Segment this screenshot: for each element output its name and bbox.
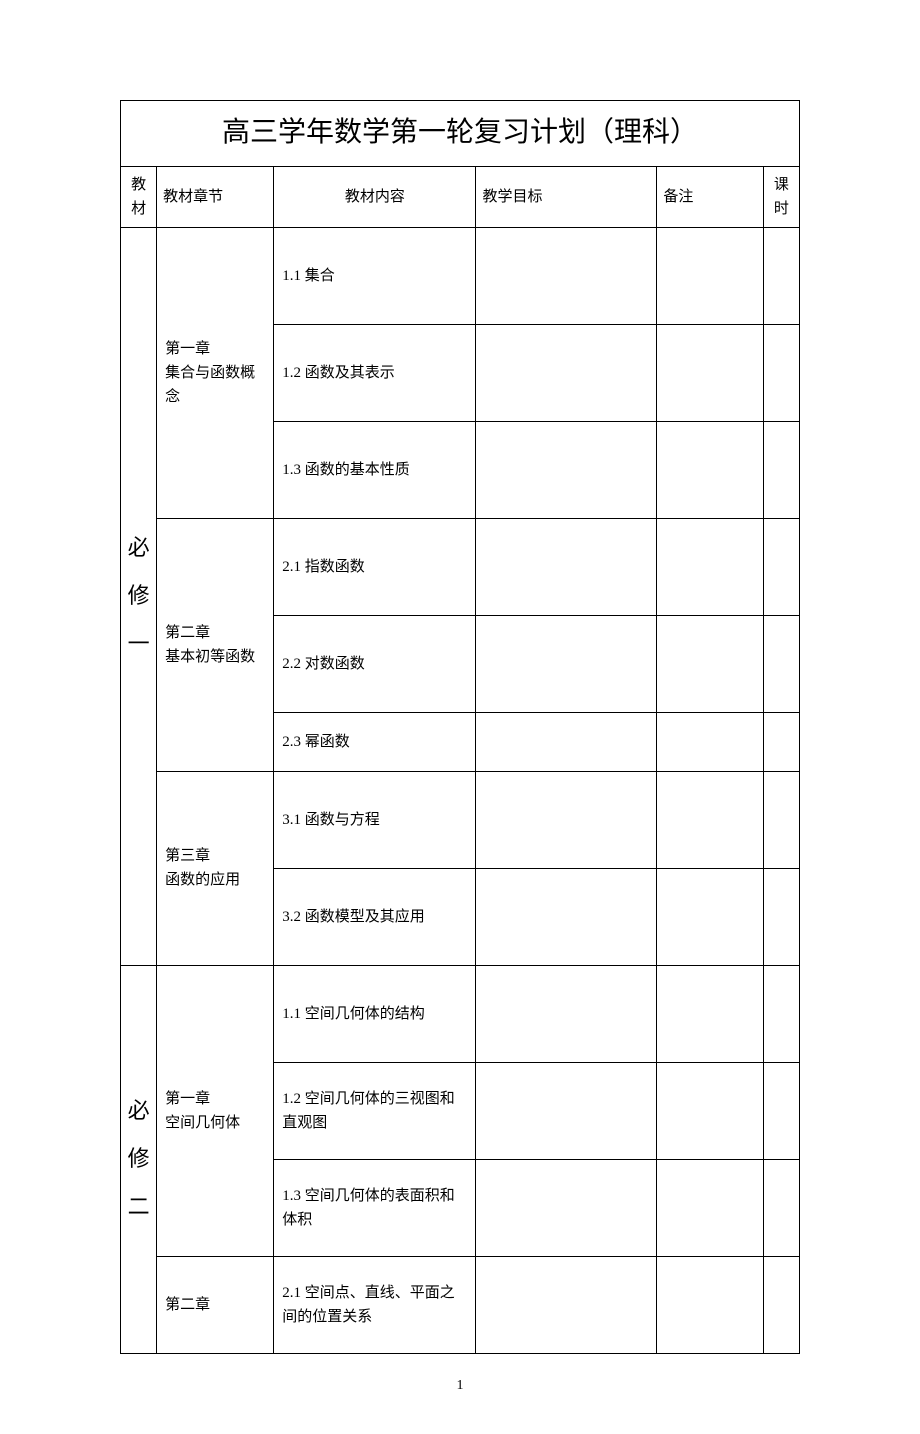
hours-cell [763, 324, 799, 421]
header-chapter: 教材章节 [157, 166, 274, 227]
goal-cell [476, 518, 657, 615]
note-cell [657, 421, 763, 518]
section-content: 2.1 空间点、直线、平面之间的位置关系 [274, 1256, 476, 1353]
hours-cell [763, 712, 799, 771]
hours-cell [763, 227, 799, 324]
note-cell [657, 324, 763, 421]
header-hours: 课时 [763, 166, 799, 227]
chapter-label: 第二章基本初等函数 [157, 518, 274, 771]
header-goal: 教学目标 [476, 166, 657, 227]
title-row: 高三学年数学第一轮复习计划（理科） [121, 101, 800, 167]
goal-cell [476, 1062, 657, 1159]
section-content: 2.1 指数函数 [274, 518, 476, 615]
chapter-label: 第一章空间几何体 [157, 965, 274, 1256]
section-content: 1.2 函数及其表示 [274, 324, 476, 421]
note-cell [657, 868, 763, 965]
section-content: 2.3 幂函数 [274, 712, 476, 771]
note-cell [657, 518, 763, 615]
goal-cell [476, 1159, 657, 1256]
goal-cell [476, 615, 657, 712]
section-content: 3.1 函数与方程 [274, 771, 476, 868]
table-row: 第二章基本初等函数 2.1 指数函数 [121, 518, 800, 615]
hours-cell [763, 518, 799, 615]
goal-cell [476, 771, 657, 868]
table-row: 必修一 第一章集合与函数概念 1.1 集合 [121, 227, 800, 324]
textbook-label: 必修一 [121, 227, 157, 965]
chapter-label: 第三章函数的应用 [157, 771, 274, 965]
goal-cell [476, 324, 657, 421]
chapter-label: 第二章 [157, 1256, 274, 1353]
section-content: 1.2 空间几何体的三视图和直观图 [274, 1062, 476, 1159]
document-title: 高三学年数学第一轮复习计划（理科） [121, 101, 800, 167]
goal-cell [476, 868, 657, 965]
note-cell [657, 227, 763, 324]
table-row: 第三章函数的应用 3.1 函数与方程 [121, 771, 800, 868]
goal-cell [476, 712, 657, 771]
hours-cell [763, 868, 799, 965]
section-content: 1.3 函数的基本性质 [274, 421, 476, 518]
section-content: 1.1 空间几何体的结构 [274, 965, 476, 1062]
section-content: 1.3 空间几何体的表面积和体积 [274, 1159, 476, 1256]
hours-cell [763, 965, 799, 1062]
table-row: 第二章 2.1 空间点、直线、平面之间的位置关系 [121, 1256, 800, 1353]
section-content: 2.2 对数函数 [274, 615, 476, 712]
header-note: 备注 [657, 166, 763, 227]
note-cell [657, 1062, 763, 1159]
hours-cell [763, 615, 799, 712]
document-page: 高三学年数学第一轮复习计划（理科） 教材 教材章节 教材内容 教学目标 备注 课… [0, 0, 920, 1434]
goal-cell [476, 965, 657, 1062]
header-textbook: 教材 [121, 166, 157, 227]
chapter-label: 第一章集合与函数概念 [157, 227, 274, 518]
note-cell [657, 771, 763, 868]
hours-cell [763, 421, 799, 518]
hours-cell [763, 1062, 799, 1159]
header-row: 教材 教材章节 教材内容 教学目标 备注 课时 [121, 166, 800, 227]
page-number: 1 [120, 1378, 800, 1394]
note-cell [657, 1256, 763, 1353]
hours-cell [763, 1159, 799, 1256]
header-content: 教材内容 [274, 166, 476, 227]
hours-cell [763, 771, 799, 868]
goal-cell [476, 1256, 657, 1353]
section-content: 1.1 集合 [274, 227, 476, 324]
note-cell [657, 965, 763, 1062]
section-content: 3.2 函数模型及其应用 [274, 868, 476, 965]
goal-cell [476, 227, 657, 324]
textbook-label: 必修二 [121, 965, 157, 1353]
note-cell [657, 615, 763, 712]
table-row: 必修二 第一章空间几何体 1.1 空间几何体的结构 [121, 965, 800, 1062]
hours-cell [763, 1256, 799, 1353]
note-cell [657, 712, 763, 771]
goal-cell [476, 421, 657, 518]
note-cell [657, 1159, 763, 1256]
plan-table: 高三学年数学第一轮复习计划（理科） 教材 教材章节 教材内容 教学目标 备注 课… [120, 100, 800, 1354]
